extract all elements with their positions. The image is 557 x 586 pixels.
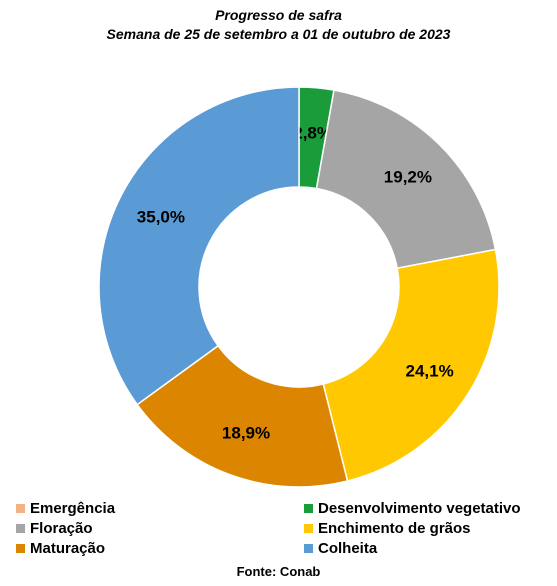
- legend-swatch: [304, 523, 313, 533]
- legend-swatch: [16, 543, 25, 553]
- legend-swatch: [304, 543, 313, 553]
- slice-maturacao: [136, 344, 349, 488]
- legend-label: Colheita: [318, 539, 378, 557]
- legend-label: Enchimento de grãos: [318, 519, 471, 537]
- legend-item-desenvolvimento-vegetativo: Desenvolvimento vegetativo: [304, 499, 521, 517]
- legend-item-maturacao: Maturação: [16, 539, 105, 557]
- legend-item-colheita: Colheita: [304, 539, 377, 557]
- data-label-floracao: 19,2%: [384, 168, 432, 187]
- chart-title: Progresso de safra: [215, 7, 342, 23]
- legend-item-enchimento-de-graos: Enchimento de grãos: [304, 519, 471, 537]
- legend-label: Floração: [30, 519, 93, 537]
- data-label-colheita: 35,0%: [137, 208, 185, 227]
- legend-item-floracao: Floração: [16, 519, 93, 537]
- data-label-maturacao: 18,9%: [222, 424, 270, 443]
- slice-floracao: [315, 89, 497, 270]
- legend-label: Desenvolvimento vegetativo: [318, 499, 521, 517]
- slice-enchimento-de-graos: [322, 248, 500, 482]
- chart-title-block: Progresso de safra Semana de 25 de setem…: [0, 6, 557, 44]
- legend-label: Maturação: [30, 539, 106, 557]
- data-label-desenvolvimento-vegetativo: 2,8%: [293, 124, 332, 143]
- legend-swatch: [16, 503, 25, 513]
- legend-swatch: [16, 523, 25, 533]
- donut-chart: 2,8% 19,2% 24,1% 18,9% 35,0%: [98, 86, 500, 488]
- chart-subtitle: Semana de 25 de setembro a 01 de outubro…: [106, 26, 451, 42]
- legend-swatch: [304, 503, 313, 513]
- data-label-enchimento-de-graos: 24,1%: [406, 361, 454, 380]
- legend-item-emergencia: Emergência: [16, 499, 115, 517]
- chart-source: Fonte: Conab: [236, 564, 321, 579]
- slice-colheita: [98, 86, 300, 406]
- legend-label: Emergência: [30, 499, 116, 517]
